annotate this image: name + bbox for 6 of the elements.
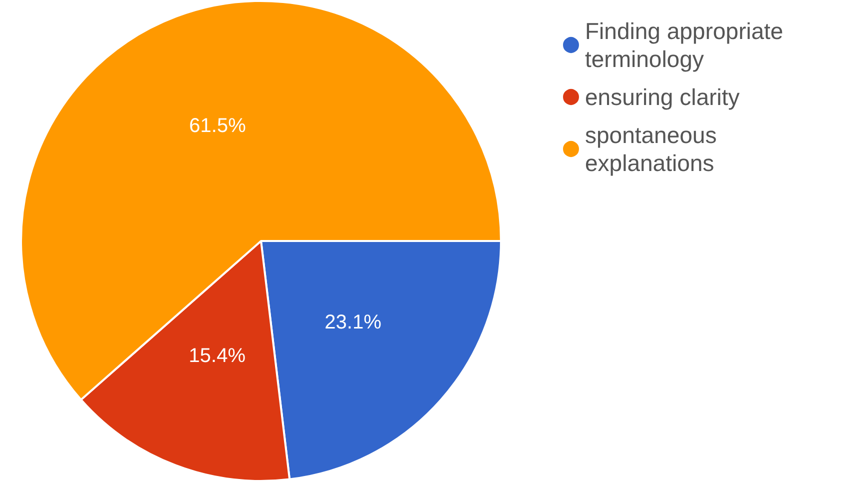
data-label: 15.4% bbox=[188, 344, 246, 367]
legend-label: Finding appropriate terminology bbox=[585, 18, 790, 72]
legend-label: ensuring clarity bbox=[585, 84, 740, 110]
data-label: 23.1% bbox=[324, 312, 382, 334]
legend-label: spontaneous explanations bbox=[585, 122, 724, 176]
data-label: 61.5% bbox=[189, 114, 246, 137]
